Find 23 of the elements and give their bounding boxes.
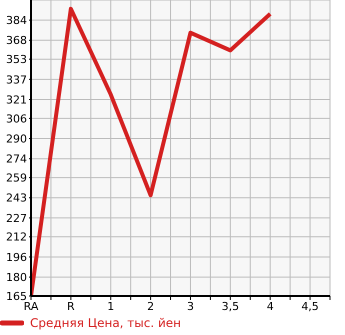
y-tick-label: 321 — [6, 93, 27, 106]
legend-label: Средняя Цена, тыс. йен — [30, 316, 182, 330]
y-tick-label: 227 — [6, 212, 27, 225]
x-tick-label: 1 — [107, 300, 114, 313]
y-tick-label: 353 — [6, 53, 27, 66]
y-tick-label: 290 — [6, 132, 27, 146]
y-tick-label: 212 — [6, 230, 27, 244]
x-tick-label: 3,5 — [222, 300, 240, 313]
x-tick-label: R — [67, 300, 76, 313]
x-tick-label: 4,5 — [301, 300, 319, 313]
y-tick-label: 368 — [6, 34, 27, 48]
x-tick-label: 2 — [147, 300, 154, 313]
y-tick-label: 274 — [6, 152, 27, 166]
y-tick-label: 180 — [6, 271, 27, 284]
x-tick-label: 4 — [266, 300, 274, 313]
y-tick-label: 196 — [6, 250, 27, 264]
y-tick-label: 384 — [6, 14, 27, 28]
line-series — [31, 6, 272, 296]
y-tick-label: 243 — [6, 192, 27, 205]
x-tick-label: 3 — [186, 300, 194, 313]
y-tick-label: 259 — [6, 172, 27, 185]
y-tick-label: 306 — [6, 112, 27, 126]
y-tick-label: 337 — [6, 73, 27, 86]
